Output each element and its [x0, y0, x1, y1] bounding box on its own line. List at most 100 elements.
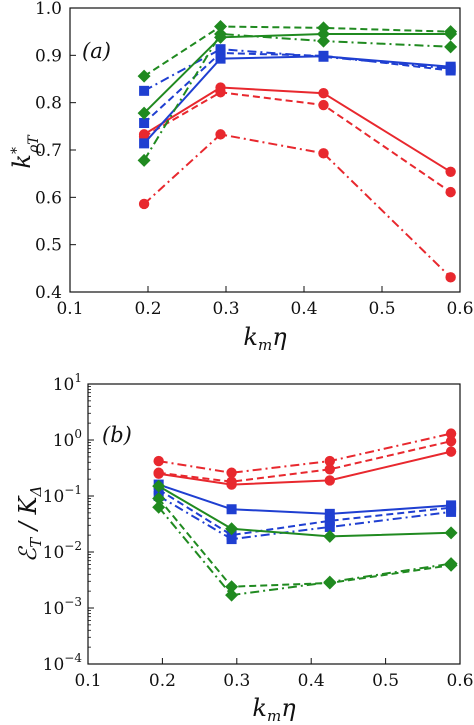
- data-point-a: [445, 272, 456, 283]
- data-point-b: [225, 522, 239, 536]
- data-point-a: [317, 21, 330, 35]
- data-point-b: [226, 534, 237, 545]
- series-line-b-6: [158, 485, 452, 538]
- y-tick-label-b: 10−3: [43, 595, 82, 619]
- series-line-b-4: [158, 488, 452, 537]
- x-tick-label-b: 0.6: [446, 671, 473, 691]
- panel-label-b: (b): [102, 423, 132, 447]
- data-point-a: [137, 153, 151, 167]
- y-tick-label-b: 10−1: [43, 483, 82, 507]
- y-axis-label-a: k*ρT: [8, 134, 42, 169]
- data-point-b: [323, 529, 337, 543]
- data-point-a: [318, 51, 329, 62]
- data-point-a: [444, 25, 458, 39]
- series-line-b-2: [158, 432, 452, 474]
- data-point-b: [152, 500, 166, 514]
- data-point-b: [445, 446, 457, 457]
- y-tick-label-a: 0.9: [35, 46, 62, 66]
- data-point-b: [324, 508, 335, 519]
- data-point-b: [323, 575, 337, 589]
- data-point-b: [226, 467, 237, 478]
- series-line-b-7: [157, 497, 452, 588]
- series-group-a: [137, 19, 458, 283]
- data-point-a: [318, 88, 329, 99]
- data-point-b: [153, 455, 164, 467]
- x-tick-label-a: 0.5: [368, 299, 395, 319]
- data-point-a: [444, 40, 458, 54]
- y-tick-label-b: 100: [53, 427, 82, 451]
- x-axis-label-b: kmη: [252, 694, 296, 725]
- data-point-b: [324, 515, 335, 526]
- series-line-b-5: [158, 495, 452, 541]
- x-tick-label-a: 0.6: [446, 299, 473, 319]
- x-tick-label-b: 0.3: [223, 671, 250, 691]
- data-point-a: [215, 44, 226, 55]
- data-point-b: [225, 588, 239, 602]
- y-axis-label-b: ℰT / KΔ: [14, 486, 45, 563]
- y-tick-label-a: 0.4: [35, 283, 62, 303]
- data-point-b: [324, 464, 335, 475]
- chart-panel-b: 0.1 0.2 0.3 0.4 0.5 0.6 10−4 10−3 10−2 10−1 100 101…: [14, 371, 474, 725]
- data-point-b: [226, 504, 237, 515]
- series-line-a-1: [143, 91, 452, 193]
- series-line-a-2: [143, 133, 452, 279]
- data-point-b: [446, 506, 457, 517]
- data-point-a: [139, 118, 150, 129]
- series-line-a-8: [143, 32, 451, 161]
- axis-ticks-a: 0.1 0.2 0.3 0.4 0.5 0.6 0.4 0.5 0.6 0.7 0.8 0.9 1.0: [35, 0, 474, 319]
- data-point-a: [214, 27, 228, 41]
- data-point-a: [139, 138, 150, 149]
- series-line-b-3: [158, 483, 452, 515]
- series-group-b: [152, 428, 458, 602]
- data-point-a: [215, 53, 226, 64]
- data-point-b: [324, 475, 335, 486]
- data-point-b: [444, 557, 458, 571]
- data-point-b: [152, 479, 166, 493]
- x-tick-label-b: 0.5: [372, 671, 399, 691]
- data-point-b: [153, 467, 164, 478]
- data-point-b: [324, 455, 335, 467]
- data-point-a: [137, 106, 151, 120]
- data-point-a: [317, 34, 330, 48]
- y-tick-label-a: 1.0: [35, 0, 62, 19]
- data-point-a: [445, 166, 456, 177]
- data-point-b: [445, 428, 457, 439]
- chart-panel-a: 0.1 0.2 0.3 0.4 0.5 0.60.40.50.60.70.80.91.0 …: [8, 0, 474, 354]
- x-tick-label-a: 0.2: [134, 299, 161, 319]
- data-point-a: [318, 148, 329, 159]
- x-tick-label-b: 0.4: [298, 671, 325, 691]
- data-point-a: [137, 69, 151, 83]
- series-line-a-3: [143, 55, 451, 145]
- data-point-b: [324, 521, 335, 532]
- y-tick-label-a: 0.8: [35, 94, 62, 114]
- series-line-b-1: [158, 440, 452, 483]
- data-point-a: [318, 99, 329, 111]
- x-tick-label-a: 0.3: [212, 299, 239, 319]
- x-tick-label-a: 0.1: [56, 299, 83, 319]
- series-line-a-7: [143, 25, 451, 78]
- data-point-a: [445, 63, 456, 74]
- x-axis-label-a: kmη: [243, 323, 287, 354]
- series-line-b-0: [158, 450, 452, 486]
- series-line-a-6: [143, 33, 451, 114]
- y-tick-label-b: 10−4: [43, 651, 83, 675]
- y-tick-label-b: 101: [53, 371, 82, 395]
- data-point-a: [139, 85, 150, 96]
- data-point-a: [215, 87, 226, 98]
- series-line-a-5: [143, 48, 451, 92]
- y-tick-label-a: 0.7: [35, 141, 62, 161]
- data-point-b: [226, 476, 237, 487]
- x-tick-label-a: 0.4: [290, 299, 317, 319]
- data-point-a: [138, 198, 150, 210]
- data-point-a: [215, 129, 226, 140]
- y-tick-label-a: 0.6: [35, 188, 62, 208]
- data-point-b: [444, 526, 458, 540]
- y-tick-label-a: 0.5: [35, 236, 62, 256]
- data-point-a: [214, 19, 228, 33]
- data-point-b: [152, 492, 166, 506]
- x-tick-label-b: 0.1: [74, 671, 101, 691]
- panel-label-a: (a): [82, 39, 111, 63]
- series-line-a-0: [143, 86, 452, 173]
- plot-frame-a: [69, 7, 461, 293]
- series-line-b-8: [157, 506, 452, 597]
